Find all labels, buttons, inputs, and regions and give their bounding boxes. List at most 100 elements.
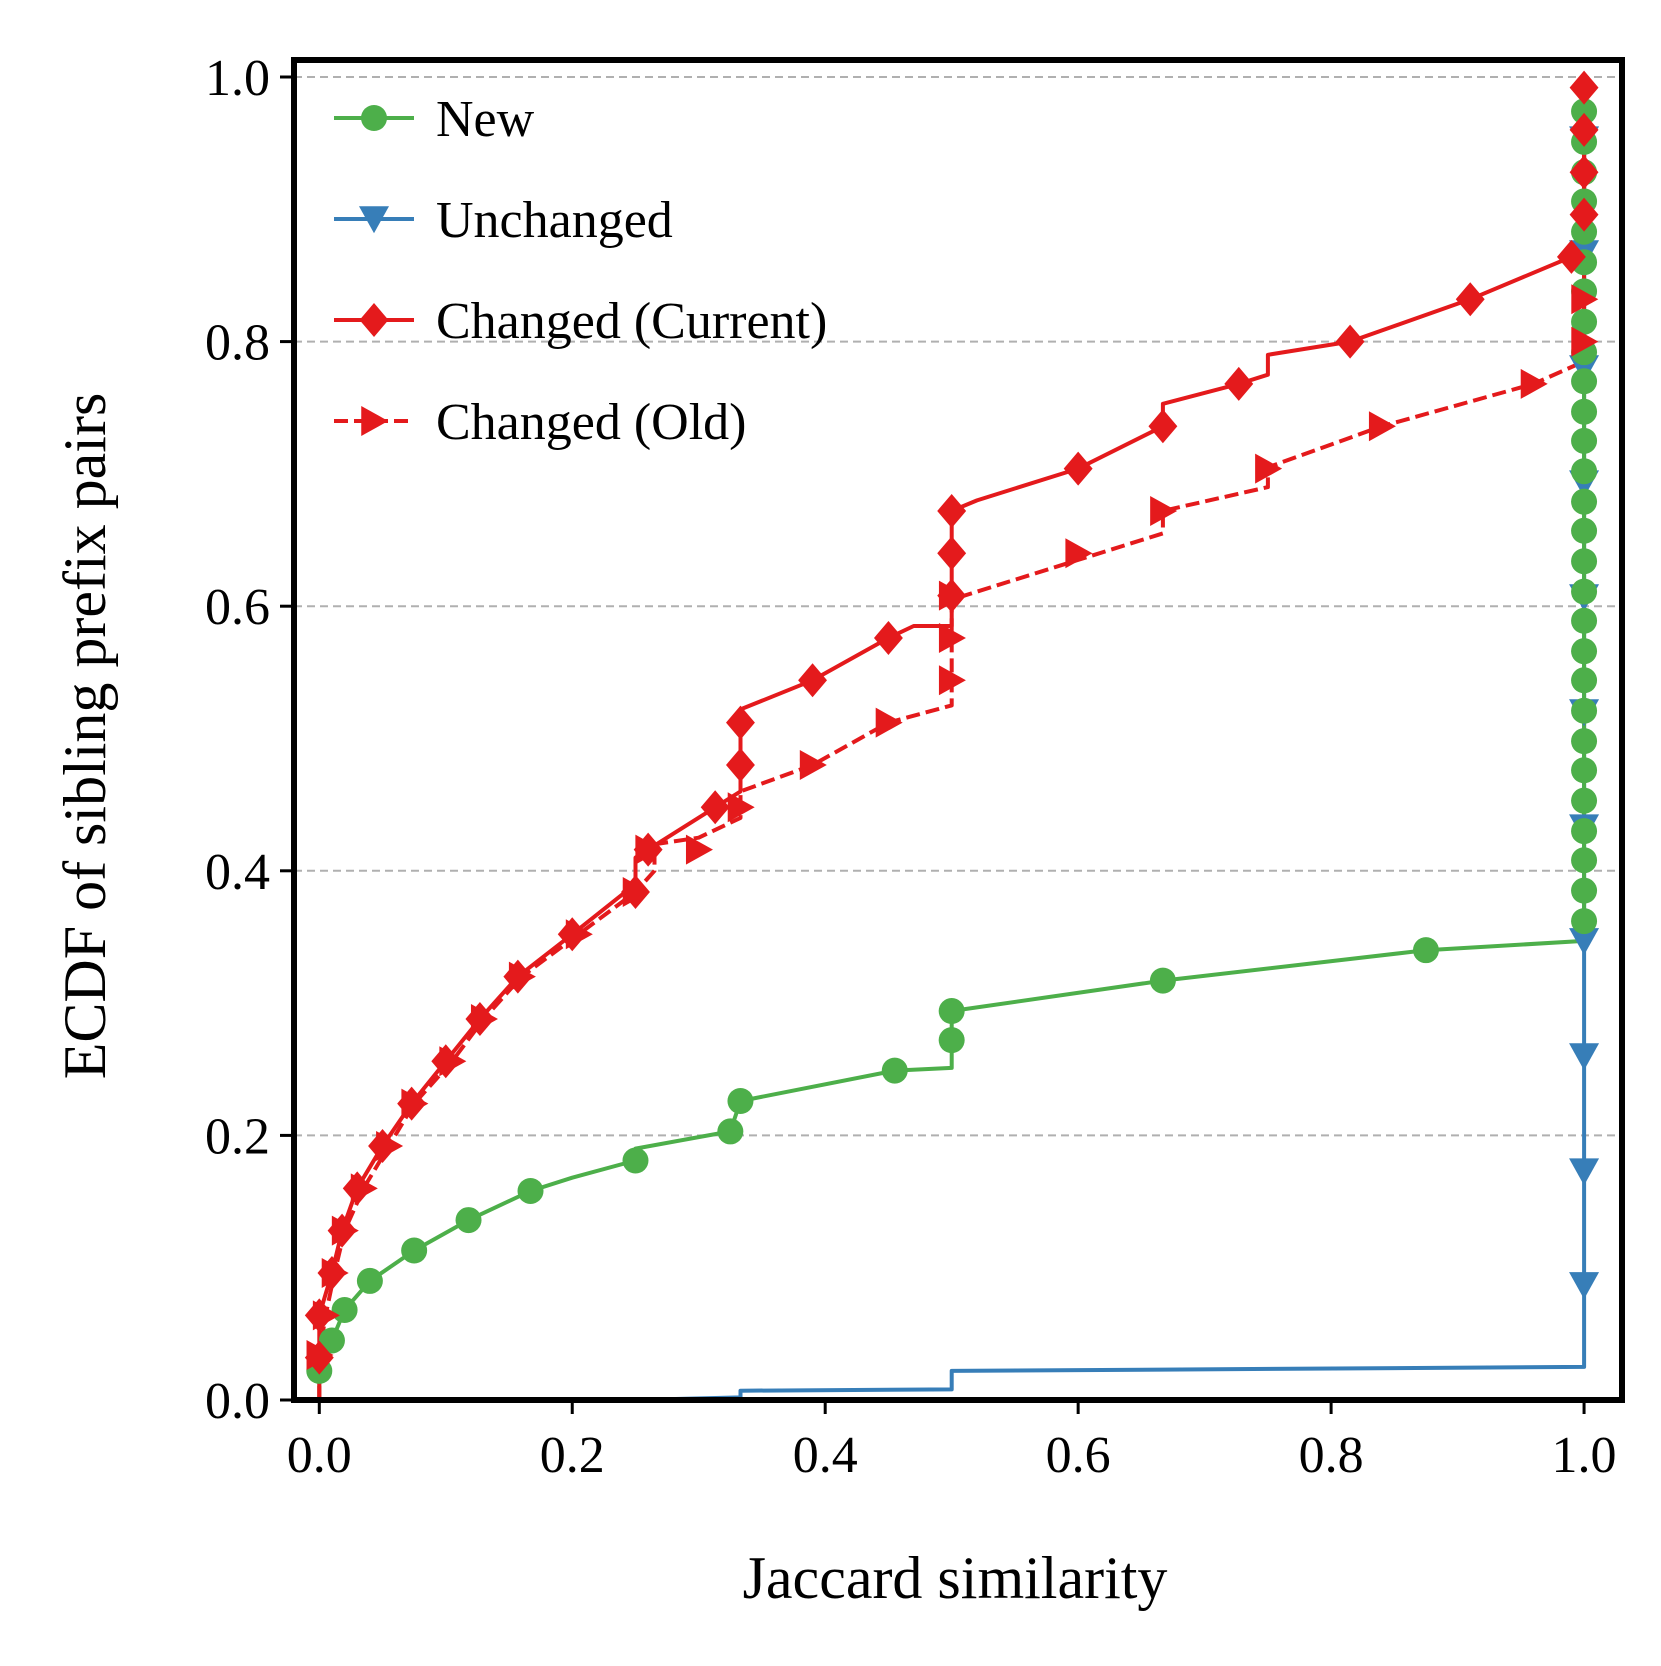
data-point-new	[455, 1207, 482, 1234]
data-point-changed-old	[1150, 495, 1178, 526]
data-point-new	[717, 1118, 744, 1145]
data-point-new	[517, 1177, 544, 1204]
data-point-changed-old	[1571, 326, 1599, 357]
legend-label-changed-old: Changed (Old)	[436, 394, 746, 451]
data-point-changed-current	[1569, 197, 1599, 232]
data-point-new	[1571, 427, 1598, 454]
data-point-changed-current	[1569, 70, 1599, 105]
data-point-new	[1571, 98, 1598, 125]
data-point-new	[938, 998, 965, 1025]
data-point-changed-current	[368, 1128, 397, 1163]
data-point-new	[1571, 218, 1598, 245]
data-point-unchanged	[1569, 928, 1600, 956]
data-point-unchanged	[1569, 1158, 1600, 1186]
x-tick-label-0.0: 0.0	[287, 1427, 352, 1484]
data-point-changed-old	[685, 834, 713, 865]
x-tick-label-1.0: 1.0	[1552, 1427, 1617, 1484]
data-point-changed-old	[1368, 411, 1396, 442]
data-point-new	[1571, 728, 1598, 755]
data-point-new	[881, 1057, 908, 1084]
legend: New Unchanged Changed (Current) Changed (Ol…	[334, 91, 827, 451]
series-lines	[317, 77, 1587, 1402]
legend-marker-changed-current	[359, 303, 389, 337]
data-point-changed-current	[1335, 324, 1365, 359]
data-point-new	[1571, 607, 1598, 634]
y-tick-label-0.0: 0.0	[205, 1373, 270, 1430]
data-point-changed-current	[937, 578, 967, 613]
data-point-changed-current	[633, 832, 663, 867]
legend-label-changed-current: Changed (Current)	[436, 293, 827, 350]
series-line-changed-current	[317, 77, 1587, 1400]
y-axis-title: ECDF of sibling prefix pairs	[52, 393, 118, 1080]
legend-label-unchanged: Unchanged	[436, 192, 673, 249]
plot-frame	[291, 57, 1625, 1403]
y-tick-label-0.4: 0.4	[205, 844, 270, 901]
data-point-changed-current	[1148, 409, 1178, 444]
data-point-unchanged	[1569, 1043, 1600, 1071]
data-point-changed-current	[317, 1255, 347, 1290]
data-point-new	[356, 1267, 383, 1294]
data-point-changed-current	[937, 493, 967, 528]
data-point-new	[622, 1147, 649, 1174]
data-point-changed-old	[799, 749, 827, 780]
data-point-new	[727, 1088, 754, 1115]
data-point-changed-current	[873, 620, 903, 655]
data-point-changed-current	[937, 536, 967, 571]
data-point-changed-current	[342, 1171, 372, 1206]
data-point-changed-current	[397, 1086, 427, 1121]
data-point-unchanged	[1569, 1272, 1600, 1300]
y-tick-label-0.2: 0.2	[205, 1108, 270, 1165]
data-point-changed-old	[1255, 453, 1283, 484]
legend-label-new: New	[436, 91, 535, 148]
data-point-changed-current	[1455, 282, 1485, 317]
legend-marker-changed-old	[361, 406, 389, 436]
data-point-new	[1571, 757, 1598, 784]
data-point-new	[1571, 398, 1598, 425]
data-point-new	[1571, 638, 1598, 665]
data-point-changed-current	[798, 663, 828, 698]
grid-lines	[294, 76, 1622, 1401]
data-point-new	[1149, 967, 1176, 994]
data-point-changed-current	[621, 874, 650, 909]
data-point-new	[1571, 818, 1598, 845]
data-point-changed-old	[1571, 284, 1599, 315]
data-point-changed-current	[304, 1298, 334, 1333]
data-point-new	[1571, 308, 1598, 335]
data-point-new	[1571, 908, 1598, 935]
legend-marker-new	[361, 105, 387, 131]
data-point-changed-current	[726, 747, 755, 782]
data-point-changed-old	[875, 707, 903, 738]
series-markers	[304, 70, 1600, 1384]
data-point-changed-current	[1224, 366, 1254, 401]
data-point-changed-old	[938, 622, 966, 653]
data-point-changed-current	[503, 959, 533, 994]
data-point-changed-current	[1569, 155, 1599, 190]
data-point-changed-old	[1065, 538, 1093, 569]
data-point-changed-old	[938, 665, 966, 696]
data-point-new	[331, 1297, 358, 1324]
data-point-changed-current	[327, 1213, 357, 1248]
data-point-new	[1571, 368, 1598, 395]
axes: 0.0 0.2 0.4 0.6 0.8 1.0 0.0 0.2 0.4 0.6 0.8 1.0	[205, 50, 1625, 1484]
data-point-changed-current	[1556, 239, 1586, 274]
data-point-changed-current	[726, 705, 755, 740]
data-point-changed-old	[727, 792, 755, 823]
data-point-new	[1571, 517, 1598, 544]
y-tick-label-0.6: 0.6	[205, 579, 270, 636]
data-point-new	[1571, 697, 1598, 724]
x-tick-label-0.4: 0.4	[793, 1427, 858, 1484]
data-point-new	[1412, 937, 1439, 964]
data-point-new	[318, 1327, 345, 1354]
x-tick-label-0.8: 0.8	[1299, 1427, 1364, 1484]
series-line-new	[317, 77, 1587, 1400]
data-point-new	[1571, 667, 1598, 694]
data-point-new	[938, 1027, 965, 1054]
series-line-changed-old	[317, 77, 1587, 1400]
data-point-changed-current	[700, 790, 730, 825]
data-point-new	[401, 1237, 428, 1264]
x-tick-label-0.6: 0.6	[1046, 1427, 1111, 1484]
data-point-new	[1571, 548, 1598, 575]
data-point-new	[1571, 488, 1598, 515]
